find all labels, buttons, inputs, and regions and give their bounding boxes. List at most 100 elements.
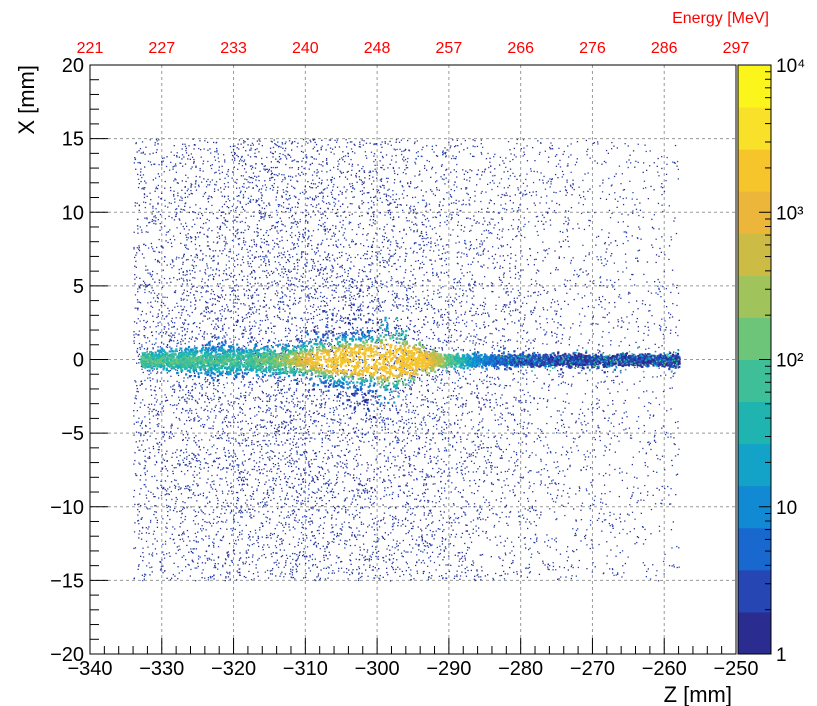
heatmap-cell xyxy=(189,315,191,317)
heatmap-cell xyxy=(263,218,265,220)
heatmap-cell xyxy=(281,143,284,145)
heatmap-cell xyxy=(463,511,465,513)
heatmap-cell xyxy=(256,382,258,384)
heatmap-cell xyxy=(484,326,486,329)
heatmap-cell xyxy=(394,292,396,295)
heatmap-cell xyxy=(215,435,217,437)
heatmap-cell xyxy=(494,419,497,421)
heatmap-cell xyxy=(317,465,319,468)
heatmap-cell xyxy=(326,418,328,420)
heatmap-cell xyxy=(415,308,417,310)
heatmap-cell xyxy=(218,516,221,518)
heatmap-cell xyxy=(211,310,213,312)
heatmap-cell xyxy=(402,339,404,341)
heatmap-cell xyxy=(413,338,415,340)
heatmap-cell xyxy=(174,290,177,292)
heatmap-cell xyxy=(230,341,232,343)
heatmap-cell xyxy=(336,466,338,468)
heatmap-cell xyxy=(193,454,195,456)
heatmap-cell xyxy=(335,315,337,317)
heatmap-cell xyxy=(301,522,303,524)
heatmap-cell xyxy=(285,503,287,506)
heatmap-cell xyxy=(297,521,299,523)
heatmap-cell xyxy=(137,309,139,311)
heatmap-cell xyxy=(340,265,342,268)
heatmap-cell xyxy=(585,270,587,272)
heatmap-cell xyxy=(548,386,550,388)
heatmap-cell xyxy=(301,395,304,397)
heatmap-cell xyxy=(308,213,310,215)
heatmap-cell xyxy=(412,525,414,527)
heatmap-cell xyxy=(247,344,250,346)
heatmap-cell xyxy=(229,442,232,444)
heatmap-cell xyxy=(210,453,212,455)
heatmap-cell xyxy=(389,203,391,205)
heatmap-cell xyxy=(545,464,547,466)
heatmap-cell xyxy=(267,327,269,330)
heatmap-cell xyxy=(381,332,384,334)
heatmap-cell xyxy=(283,303,285,306)
heatmap-cell xyxy=(204,331,206,333)
heatmap-cell xyxy=(457,555,459,557)
heatmap-cell xyxy=(492,483,494,486)
heatmap-cell xyxy=(317,195,319,198)
heatmap-cell xyxy=(383,450,385,452)
heatmap-cell xyxy=(460,438,462,440)
heatmap-cell xyxy=(293,263,295,265)
heatmap-cell xyxy=(517,366,519,368)
heatmap-cell xyxy=(443,461,445,463)
heatmap-cell xyxy=(256,185,258,188)
heatmap-cell xyxy=(534,374,536,376)
heatmap-cell xyxy=(278,430,280,432)
heatmap-cell xyxy=(277,204,279,206)
heatmap-cell xyxy=(355,285,358,287)
heatmap-cell xyxy=(379,185,381,187)
heatmap-cell xyxy=(326,179,328,181)
heatmap-cell xyxy=(209,312,211,314)
heatmap-cell xyxy=(219,457,221,459)
heatmap-cell xyxy=(389,451,392,454)
heatmap-cell xyxy=(361,190,364,192)
heatmap-cell xyxy=(670,433,672,435)
heatmap-cell xyxy=(290,156,292,158)
heatmap-cell xyxy=(301,165,303,168)
heatmap-cell xyxy=(426,304,428,306)
heatmap-cell xyxy=(383,193,385,195)
heatmap-cell xyxy=(407,316,409,319)
heatmap-cell xyxy=(170,431,172,433)
heatmap-cell xyxy=(503,171,505,173)
heatmap-cell xyxy=(140,422,142,425)
heatmap-cell xyxy=(450,334,453,336)
heatmap-cell xyxy=(577,223,579,225)
heatmap-cell xyxy=(574,534,576,537)
heatmap-cell xyxy=(244,502,247,504)
heatmap-cell xyxy=(174,451,177,454)
heatmap-cell xyxy=(195,300,197,302)
heatmap-cell xyxy=(297,508,299,510)
heatmap-cell xyxy=(271,225,273,227)
heatmap-cell xyxy=(324,221,326,224)
heatmap-cell xyxy=(312,306,314,308)
heatmap-cell xyxy=(242,477,244,479)
heatmap-cell xyxy=(520,575,522,577)
heatmap-cell xyxy=(234,298,236,300)
heatmap-cell xyxy=(188,295,190,297)
heatmap-cell xyxy=(261,555,263,557)
heatmap-cell xyxy=(296,368,298,370)
heatmap-cell xyxy=(578,486,580,488)
heatmap-cell xyxy=(145,313,147,315)
heatmap-cell xyxy=(264,443,267,445)
heatmap-cell xyxy=(318,203,320,205)
heatmap-cell xyxy=(155,208,157,210)
heatmap-cell xyxy=(227,572,229,574)
heatmap-cell xyxy=(443,471,445,473)
heatmap-cell xyxy=(370,421,372,423)
heatmap-cell xyxy=(412,274,414,276)
heatmap-cell xyxy=(566,468,569,470)
heatmap-cell xyxy=(501,236,503,238)
heatmap-cell xyxy=(204,424,206,426)
heatmap-cell xyxy=(516,297,518,299)
heatmap-cell xyxy=(160,411,162,413)
heatmap-cell xyxy=(265,168,267,170)
heatmap-cell xyxy=(334,139,336,141)
